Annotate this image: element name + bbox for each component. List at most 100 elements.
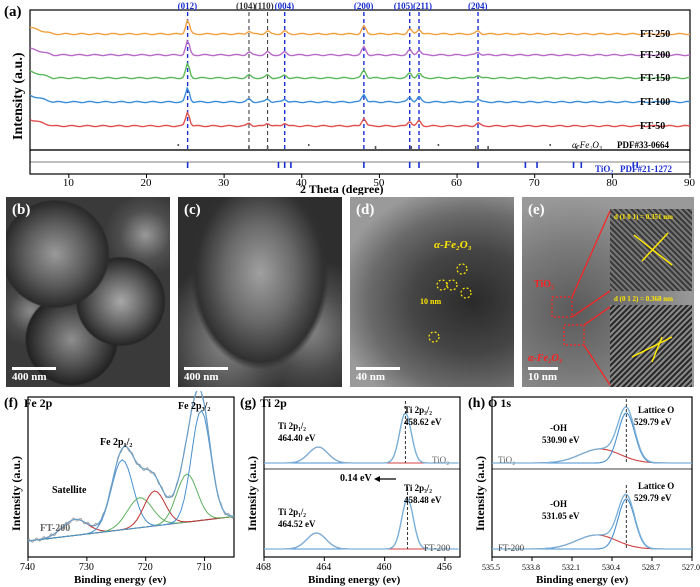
xrd-label-ft200: FT-200 <box>640 50 670 61</box>
oh-bot-energy: 531.05 eV <box>542 511 580 521</box>
fe2p-curves <box>27 391 235 543</box>
ti2p-ylabel: Intensity (a.u.) <box>245 456 259 531</box>
o1s-tick-label-527.0: 527.0 <box>682 563 700 572</box>
xrd-label-ft50: FT-50 <box>640 121 665 132</box>
scale-text-c: 400 nm <box>184 371 219 383</box>
o1s-curves <box>492 399 692 550</box>
oh-top-label: -OH <box>550 423 567 433</box>
ti32-bot-energy: 458.48 eV <box>404 495 442 505</box>
o1s-tick-label-530.4: 530.4 <box>602 563 620 572</box>
tem-phase-label: α-Fe₂O₃ <box>434 239 472 251</box>
o1s-tick-label-535.5: 535.5 <box>482 563 500 572</box>
o1s-tick-label-532.1: 532.1 <box>562 563 580 572</box>
o1s-title: O 1s <box>488 396 511 410</box>
xrd-peak-label-k1: (110) <box>255 1 274 11</box>
xrd-peak-label-3: (105) <box>394 1 414 11</box>
xrd-label-ft250: FT-250 <box>640 29 670 40</box>
hrtem-inset-top <box>610 209 692 291</box>
fe2p-peak12-label: Fe 2p₁/₂ <box>100 437 132 448</box>
panel-a-label: (a) <box>4 4 22 20</box>
xrd-tick-label-40: 40 <box>296 177 308 189</box>
xrd-chart: (a) Intensity (a.u.) (012) (004) (200) (105… <box>4 1 696 195</box>
xrd-curve-ft-100 <box>29 86 691 104</box>
xrd-peak-label-5: (204) <box>468 1 488 11</box>
xrd-guide-lines <box>186 12 479 150</box>
panel-b-label: (b) <box>12 202 31 218</box>
scale-bar-b <box>12 367 56 370</box>
hrtem-d012: d (0 1 2) = 0.368 nm <box>614 295 674 303</box>
o-top-envelope <box>492 406 692 464</box>
scale-bar-c <box>184 367 228 370</box>
hrtem-annotations <box>551 210 673 386</box>
ti32-top-energy: 458.62 eV <box>404 417 442 427</box>
fe2p-peak32-label: Fe 2p₃/₂ <box>178 401 210 412</box>
panel-h-label: (h) <box>468 396 485 411</box>
ti12-bot-energy: 464.52 eV <box>278 519 316 529</box>
xrd-plot-frame <box>29 9 691 151</box>
fe2p-tick-label-740: 740 <box>20 562 35 573</box>
xps-ti2p-chart: (g) Ti 2p Intensity (a.u.) Ti 2p₁/₂ 464.… <box>240 396 461 586</box>
hrtem-fe2o3-label: α-Fe₂O₃ <box>528 353 563 364</box>
xrd-tick-label-60: 60 <box>451 177 463 189</box>
xrd-tick-label-70: 70 <box>529 177 541 189</box>
xrd-label-ft150: FT-150 <box>640 73 670 84</box>
ti32-top-label: Ti 2p₃/₂ <box>404 405 432 415</box>
ti12-top-label: Ti 2p₁/₂ <box>278 421 306 431</box>
sem-image-c: (c) 400 nm <box>178 197 342 387</box>
xrd-reference-sticks <box>177 144 639 168</box>
panel-c-label: (c) <box>184 202 201 218</box>
ti2p-tick-label-468: 468 <box>256 562 271 573</box>
o1s-frame <box>491 396 693 558</box>
hrtem-d101: d (1 0 1) = 0.351 nm <box>614 213 674 221</box>
o1s-top-sample: TiO₂ <box>498 455 515 465</box>
o-top-oh-fit <box>492 448 692 464</box>
o-bot-lattice-fit <box>492 498 692 550</box>
ti12-top-energy: 464.40 eV <box>278 433 316 443</box>
hrtem-tio2-label: TiO₂ <box>534 279 555 290</box>
ti2p-frame <box>263 396 461 558</box>
ti2p-bottom-sample: FT-200 <box>424 543 451 553</box>
o1s-xlabel: Binding energy (ev) <box>536 574 629 586</box>
fe2p-xlabel: Binding energy (ev) <box>74 574 167 586</box>
ti2p-shift: 0.14 eV <box>340 473 372 484</box>
ref-ti-name: TiO₂ <box>595 164 613 174</box>
fe2p-tick-label-710: 710 <box>197 562 212 573</box>
hrtem-image-e: (e) TiO₂ α-Fe₂O₃ d (1 0 1) = 0.351 nm d … <box>522 197 694 387</box>
xrd-peak-label-2: (200) <box>354 1 374 11</box>
ti32-bot-label: Ti 2p₃/₂ <box>404 483 432 493</box>
ti12-bot-label: Ti 2p₁/₂ <box>278 507 306 517</box>
tem-image-d: (d) α-Fe₂O₃ 10 nm 40 nm <box>350 197 514 387</box>
xrd-peak-label-4: (211) <box>413 1 432 11</box>
xrd-curve-ft-200 <box>29 39 691 57</box>
ti2p-tick-label-460: 460 <box>377 562 392 573</box>
sem-image-b: (b) 400 nm <box>6 197 170 387</box>
ti2p-xlabel: Binding energy (ev) <box>308 574 401 586</box>
xrd-curve-ft-150 <box>29 61 691 80</box>
xrd-tick-label-90: 90 <box>684 177 696 189</box>
xrd-x-axis: 10 20 30 40 50 60 70 80 90 <box>63 174 696 189</box>
ti2p-title: Ti 2p <box>260 396 287 410</box>
fe2p-tick-label-730: 730 <box>79 562 94 573</box>
o1s-ylabel: Intensity (a.u.) <box>473 456 487 531</box>
xrd-peak-label-1: (004) <box>275 1 295 11</box>
fe2p-x-axis: 740 730 720 710 <box>20 557 212 573</box>
fe2p-component-2 <box>27 497 235 542</box>
panel-d-label: (d) <box>356 202 375 218</box>
ti-bot-envelope <box>264 498 459 550</box>
xrd-tick-label-10: 10 <box>63 177 75 189</box>
fe2p-ylabel: Intensity (a.u.) <box>9 456 23 531</box>
xrd-peak-label-k0: (104) <box>236 1 256 11</box>
xrd-curves <box>29 18 691 128</box>
oh-bot-label: -OH <box>550 499 567 509</box>
hrtem-inset-bottom <box>610 305 692 387</box>
fe2p-sample-label: FT-200 <box>40 523 70 534</box>
ti-top-envelope <box>264 412 459 464</box>
lat-bot-energy: 529.79 eV <box>634 493 672 503</box>
fe2p-satellite-label: Satellite <box>52 485 87 496</box>
fe2p-frame <box>27 396 235 558</box>
xrd-tick-label-50: 50 <box>373 177 385 189</box>
xrd-peak-labels: (012) (004) (200) (105) (211) (204) (104) (110) <box>178 1 488 11</box>
scale-text-d: 40 nm <box>356 371 386 383</box>
xrd-tick-label-20: 20 <box>140 177 152 189</box>
xrd-curve-ft-50 <box>29 110 691 128</box>
